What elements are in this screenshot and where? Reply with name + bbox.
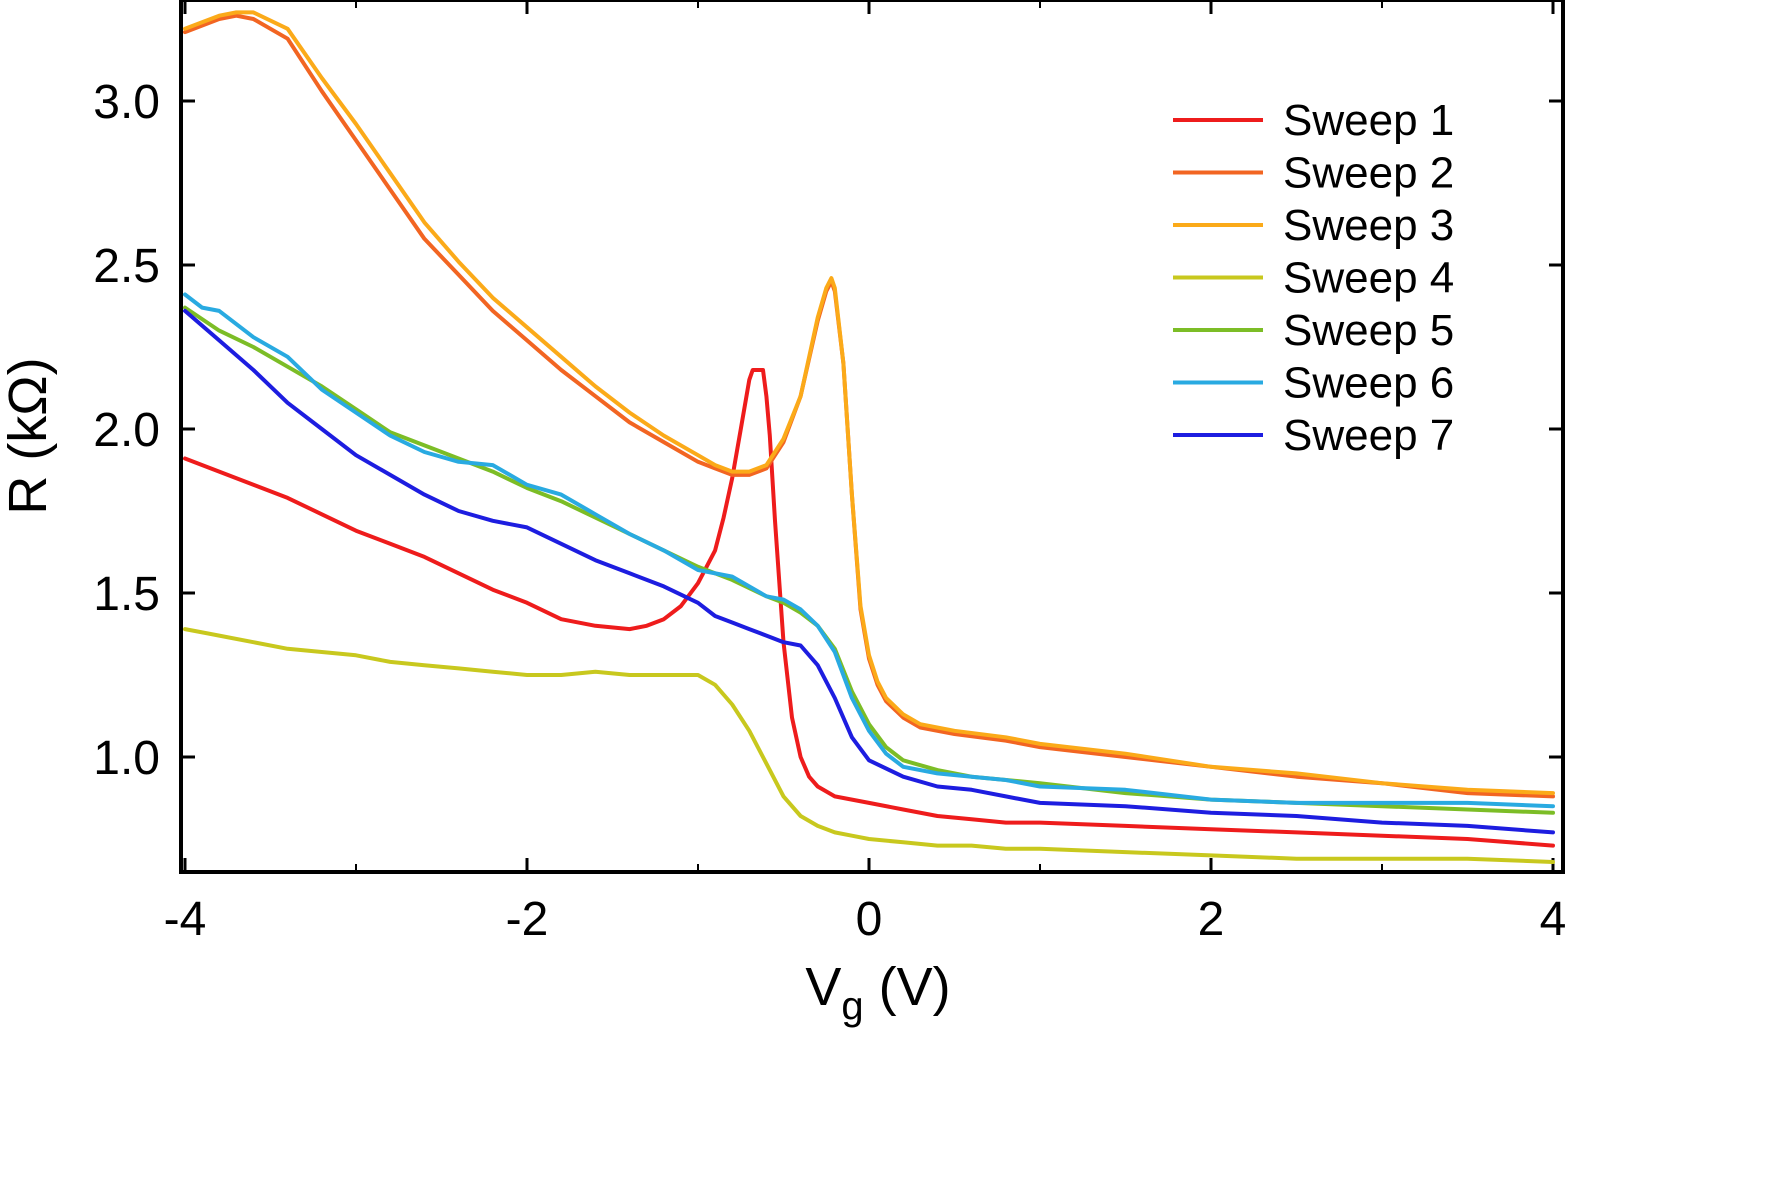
legend-label-sweep-4: Sweep 4 [1283, 254, 1454, 303]
legend-label-sweep-6: Sweep 6 [1283, 359, 1454, 408]
series-line-sweep-3 [183, 10, 1555, 796]
y-tick-label: 3.0 [93, 76, 160, 129]
data-series [183, 10, 1555, 864]
x-tick-label: -4 [164, 893, 207, 946]
series-line-sweep-6 [183, 292, 1555, 809]
legend-label-sweep-7: Sweep 7 [1283, 411, 1454, 460]
x-tick-label: 4 [1540, 893, 1567, 946]
axis-ticks: -4 -2 0 2 4 1.0 1.5 2.0 2.5 3.0 [93, 0, 1566, 946]
y-tick-label: 2.5 [93, 240, 160, 293]
legend-label-sweep-5: Sweep 5 [1283, 306, 1454, 355]
series-line-sweep-1 [183, 368, 1555, 848]
y-axis-title: R (kΩ) [0, 357, 58, 514]
legend-label-sweep-2: Sweep 2 [1283, 149, 1454, 198]
x-tick-label: 2 [1198, 893, 1225, 946]
plot-frame [179, 0, 1565, 874]
x-axis-title: Vg (V) [805, 957, 950, 1028]
series-line-sweep-4 [183, 627, 1555, 864]
x-axis-title-subscript: g [841, 984, 863, 1028]
y-tick-label: 1.0 [93, 732, 160, 785]
x-axis-title-unit: (V) [864, 957, 951, 1017]
x-axis-title-symbol: V [805, 957, 841, 1017]
y-tick-label: 2.0 [93, 404, 160, 457]
y-tick-label: 1.5 [93, 568, 160, 621]
x-tick-label: -2 [506, 893, 549, 946]
series-line-sweep-7 [183, 308, 1555, 835]
x-tick-label: 0 [856, 893, 883, 946]
legend-label-sweep-3: Sweep 3 [1283, 201, 1454, 250]
legend-label-sweep-1: Sweep 1 [1283, 96, 1454, 145]
